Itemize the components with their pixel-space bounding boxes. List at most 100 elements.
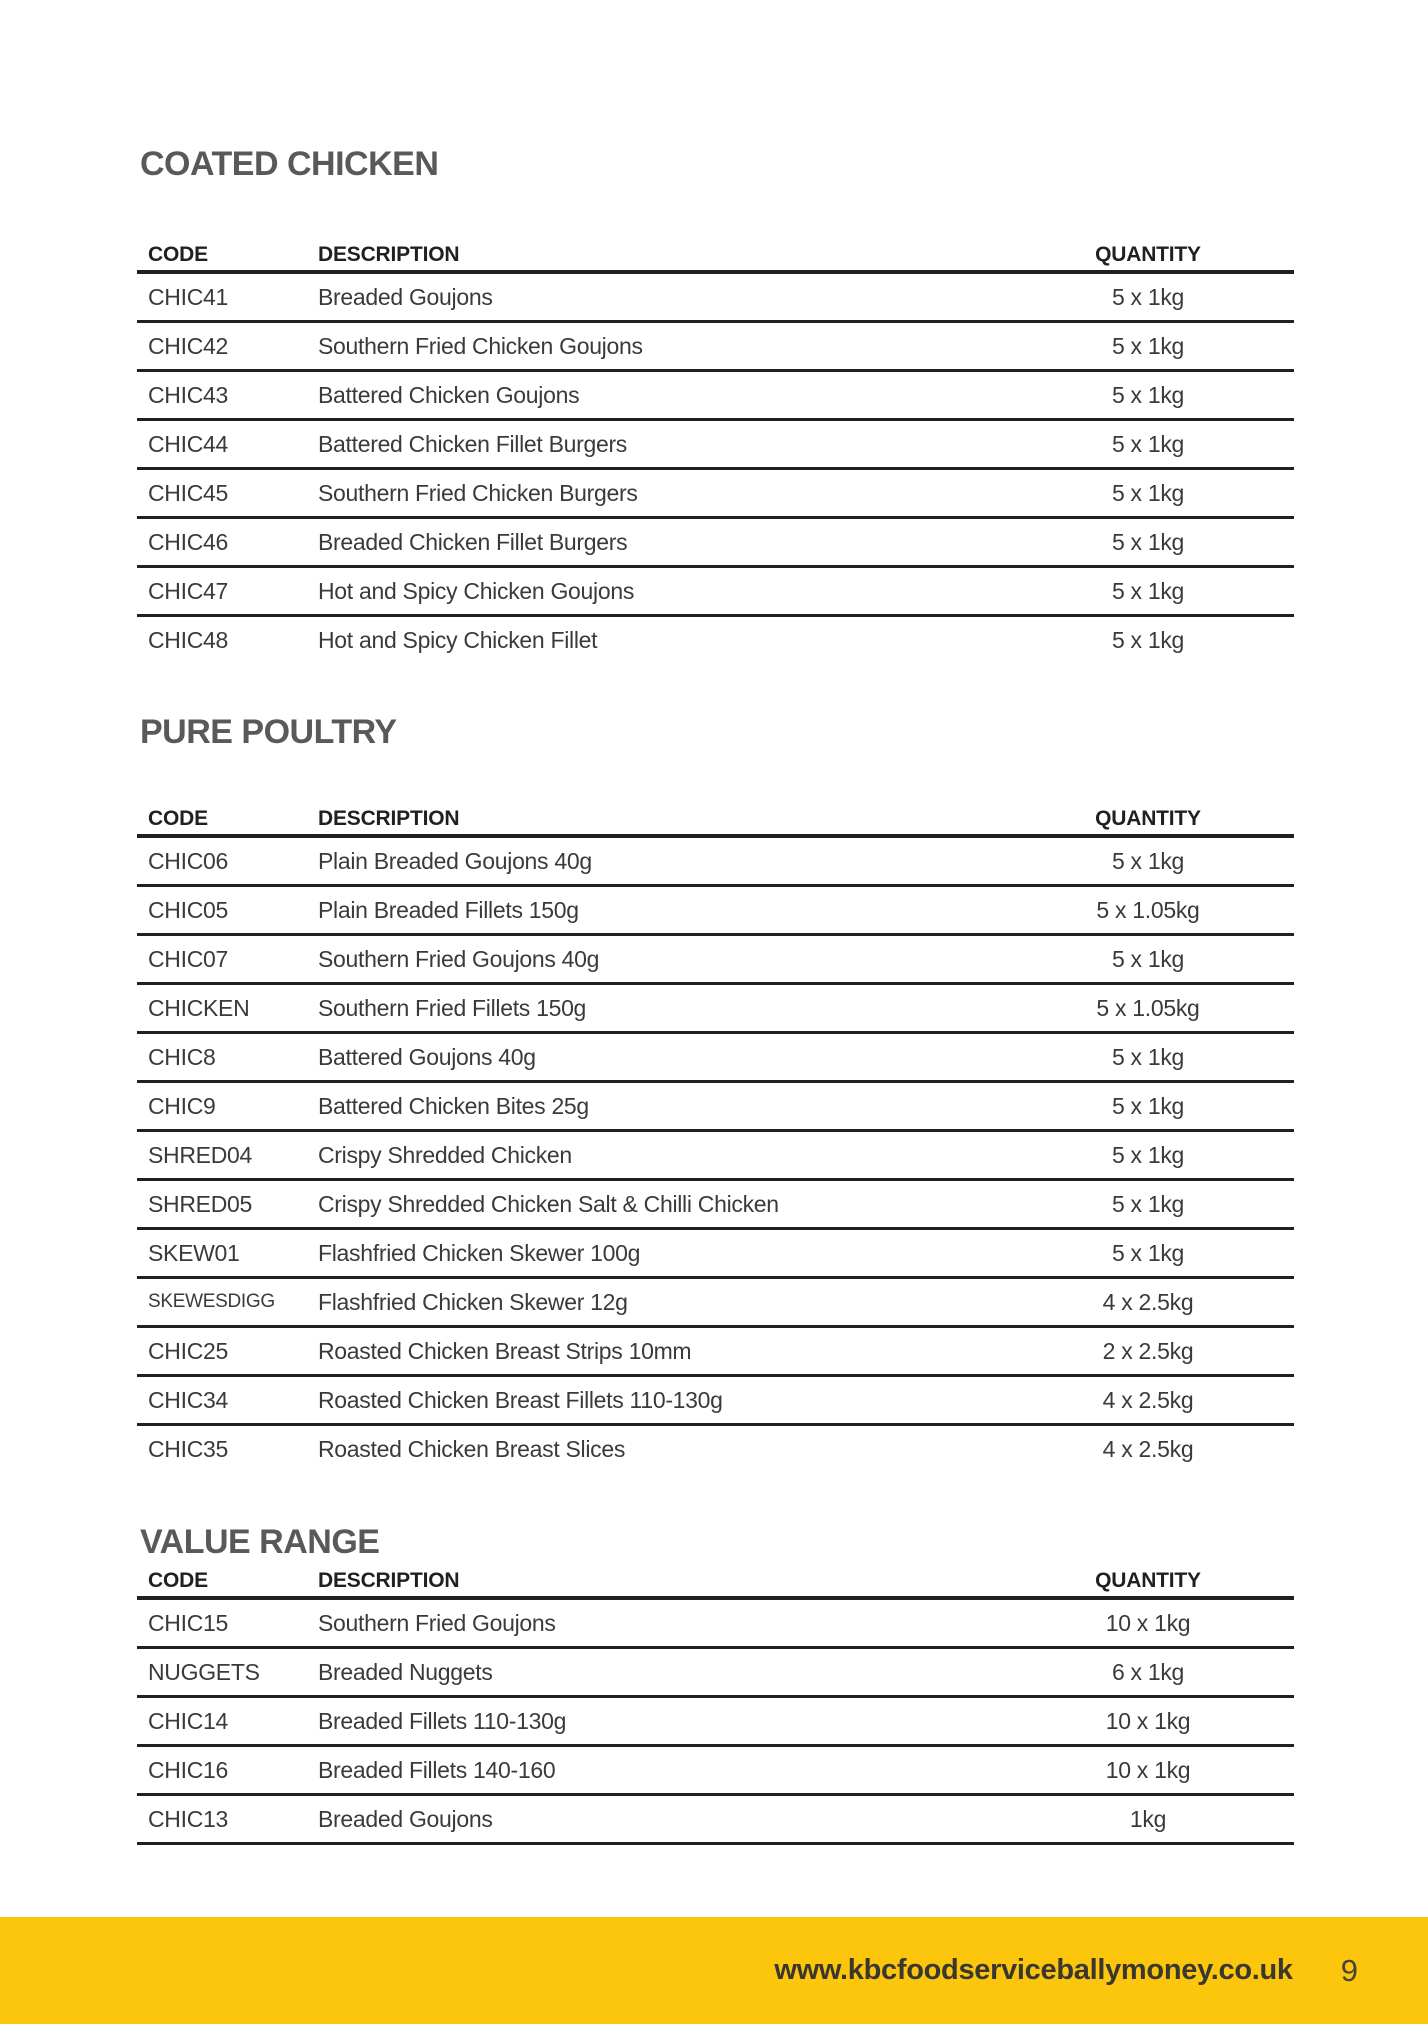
description-cell: Plain Breaded Fillets 150g xyxy=(318,896,579,923)
description-cell: Hot and Spicy Chicken Goujons xyxy=(318,577,635,604)
table-row: CHIC05 Plain Breaded Fillets 150g 5 x 1.05… xyxy=(137,887,1294,936)
header-cell-quantity: QUANTITY xyxy=(1095,1569,1201,1592)
description-cell: Breaded Fillets 140-160 xyxy=(318,1756,556,1783)
table-header-row: CODE DESCRIPTION QUANTITY xyxy=(137,1566,1294,1600)
section-coated-chicken: COATED CHICKEN CODE DESCRIPTION QUANTITY CHI… xyxy=(137,146,1294,663)
table-row: CHIC43 Battered Chicken Goujons 5 x 1kg xyxy=(137,372,1294,421)
code-cell: CHIC47 xyxy=(148,577,229,604)
table-row: CHICKEN Southern Fried Fillets 150g 5 x 1.… xyxy=(137,985,1294,1034)
code-cell: CHIC41 xyxy=(148,283,229,310)
code-cell: CHIC16 xyxy=(148,1756,229,1783)
table-row: SHRED05 Crispy Shredded Chicken Salt & Ch… xyxy=(137,1181,1294,1230)
code-cell: CHIC05 xyxy=(148,896,229,923)
table-row: SKEWESDIGG Flashfried Chicken Skewer 12g 4… xyxy=(137,1279,1294,1328)
quantity-cell: 5 x 1kg xyxy=(1111,1043,1185,1070)
quantity-cell: 5 x 1.05kg xyxy=(1096,994,1200,1021)
section-title: COATED CHICKEN xyxy=(140,145,439,183)
quantity-cell: 5 x 1kg xyxy=(1111,847,1185,874)
table-row: CHIC41 Breaded Goujons 5 x 1kg xyxy=(137,274,1294,323)
description-cell: Plain Breaded Goujons 40g xyxy=(318,847,592,874)
table-row: CHIC15 Southern Fried Goujons 10 x 1kg xyxy=(137,1600,1294,1649)
table-row: CHIC07 Southern Fried Goujons 40g 5 x 1kg xyxy=(137,936,1294,985)
table-row: CHIC35 Roasted Chicken Breast Slices 4 x 2… xyxy=(137,1426,1294,1472)
description-cell: Southern Fried Fillets 150g xyxy=(318,994,587,1021)
code-cell: CHIC43 xyxy=(148,381,229,408)
table-row: CHIC14 Breaded Fillets 110-130g 10 x 1kg xyxy=(137,1698,1294,1747)
description-cell: Breaded Chicken Fillet Burgers xyxy=(318,528,628,555)
quantity-cell: 5 x 1kg xyxy=(1111,381,1185,408)
code-cell: CHIC9 xyxy=(148,1092,216,1119)
description-cell: Southern Fried Chicken Goujons xyxy=(318,332,643,359)
table-row: CHIC46 Breaded Chicken Fillet Burgers 5 x … xyxy=(137,519,1294,568)
section-title: PURE POULTRY xyxy=(140,713,397,751)
product-table: CODE DESCRIPTION QUANTITY CHIC06 Plain Bread… xyxy=(137,804,1294,1472)
quantity-cell: 5 x 1kg xyxy=(1111,945,1185,972)
code-cell: CHIC06 xyxy=(148,847,229,874)
description-cell: Breaded Goujons xyxy=(318,1805,493,1832)
footer-bar: www.kbcfoodserviceballymoney.co.uk 9 xyxy=(0,1917,1428,2024)
table-row: CHIC47 Hot and Spicy Chicken Goujons 5 x 1… xyxy=(137,568,1294,617)
description-cell: Battered Goujons 40g xyxy=(318,1043,536,1070)
code-cell: CHIC14 xyxy=(148,1707,229,1734)
description-cell: Flashfried Chicken Skewer 100g xyxy=(318,1239,641,1266)
section-value-range: VALUE RANGE CODE DESCRIPTION QUANTITY CHIC15… xyxy=(137,1524,1294,1845)
code-cell: CHIC34 xyxy=(148,1386,229,1413)
table-row: CHIC48 Hot and Spicy Chicken Fillet 5 x 1k… xyxy=(137,617,1294,663)
description-cell: Southern Fried Goujons 40g xyxy=(318,945,600,972)
description-cell: Battered Chicken Fillet Burgers xyxy=(318,430,628,457)
code-cell: CHICKEN xyxy=(148,994,250,1021)
table-row: CHIC9 Battered Chicken Bites 25g 5 x 1kg xyxy=(137,1083,1294,1132)
header-cell-code: CODE xyxy=(148,807,208,830)
table-row: SHRED04 Crispy Shredded Chicken 5 x 1kg xyxy=(137,1132,1294,1181)
quantity-cell: 5 x 1kg xyxy=(1111,1092,1185,1119)
quantity-cell: 5 x 1kg xyxy=(1111,1239,1185,1266)
header-cell-quantity: QUANTITY xyxy=(1095,243,1201,266)
description-cell: Battered Chicken Bites 25g xyxy=(318,1092,589,1119)
code-cell: CHIC35 xyxy=(148,1435,229,1462)
description-cell: Southern Fried Goujons xyxy=(318,1609,556,1636)
quantity-cell: 5 x 1kg xyxy=(1111,626,1185,653)
description-cell: Breaded Goujons xyxy=(318,283,493,310)
description-cell: Breaded Fillets 110-130g xyxy=(318,1707,567,1734)
table-header-row: CODE DESCRIPTION QUANTITY xyxy=(137,804,1294,838)
description-cell: Flashfried Chicken Skewer 12g xyxy=(318,1288,628,1315)
header-cell-quantity: QUANTITY xyxy=(1095,807,1201,830)
code-cell: NUGGETS xyxy=(148,1658,260,1685)
description-cell: Roasted Chicken Breast Strips 10mm xyxy=(318,1337,692,1364)
quantity-cell: 5 x 1kg xyxy=(1111,577,1185,604)
description-cell: Crispy Shredded Chicken xyxy=(318,1141,572,1168)
table-row: CHIC42 Southern Fried Chicken Goujons 5 x … xyxy=(137,323,1294,372)
table-row: CHIC13 Breaded Goujons 1kg xyxy=(137,1796,1294,1845)
code-cell: CHIC13 xyxy=(148,1805,229,1832)
quantity-cell: 10 x 1kg xyxy=(1105,1609,1191,1636)
sections-container: COATED CHICKEN CODE DESCRIPTION QUANTITY CHI… xyxy=(137,146,1294,1845)
section-title: VALUE RANGE xyxy=(140,1523,380,1561)
section-pure-poultry: PURE POULTRY CODE DESCRIPTION QUANTITY CHIC0… xyxy=(137,714,1294,1472)
quantity-cell: 4 x 2.5kg xyxy=(1102,1386,1194,1413)
table-row: CHIC44 Battered Chicken Fillet Burgers 5 x… xyxy=(137,421,1294,470)
header-cell-code: CODE xyxy=(148,1569,208,1592)
quantity-cell: 5 x 1kg xyxy=(1111,1141,1185,1168)
quantity-cell: 5 x 1kg xyxy=(1111,1190,1185,1217)
code-cell: SHRED04 xyxy=(148,1141,252,1168)
code-cell: SHRED05 xyxy=(148,1190,252,1217)
table-row: CHIC25 Roasted Chicken Breast Strips 10mm… xyxy=(137,1328,1294,1377)
table-row: SKEW01 Flashfried Chicken Skewer 100g 5 x … xyxy=(137,1230,1294,1279)
description-cell: Breaded Nuggets xyxy=(318,1658,493,1685)
table-header-row: CODE DESCRIPTION QUANTITY xyxy=(137,240,1294,274)
code-cell: CHIC45 xyxy=(148,479,229,506)
quantity-cell: 4 x 2.5kg xyxy=(1102,1435,1194,1462)
quantity-cell: 10 x 1kg xyxy=(1105,1756,1191,1783)
quantity-cell: 5 x 1kg xyxy=(1111,479,1185,506)
header-cell-code: CODE xyxy=(148,243,208,266)
description-cell: Roasted Chicken Breast Slices xyxy=(318,1435,626,1462)
product-table: CODE DESCRIPTION QUANTITY CHIC15 Southern Fr… xyxy=(137,1566,1294,1845)
table-row: CHIC06 Plain Breaded Goujons 40g 5 x 1kg xyxy=(137,838,1294,887)
quantity-cell: 6 x 1kg xyxy=(1111,1658,1185,1685)
description-cell: Crispy Shredded Chicken Salt & Chilli Ch… xyxy=(318,1190,779,1217)
quantity-cell: 1kg xyxy=(1129,1805,1167,1832)
quantity-cell: 5 x 1.05kg xyxy=(1096,896,1200,923)
header-cell-description: DESCRIPTION xyxy=(318,1569,460,1592)
code-cell: CHIC15 xyxy=(148,1609,229,1636)
code-cell: CHIC07 xyxy=(148,945,229,972)
